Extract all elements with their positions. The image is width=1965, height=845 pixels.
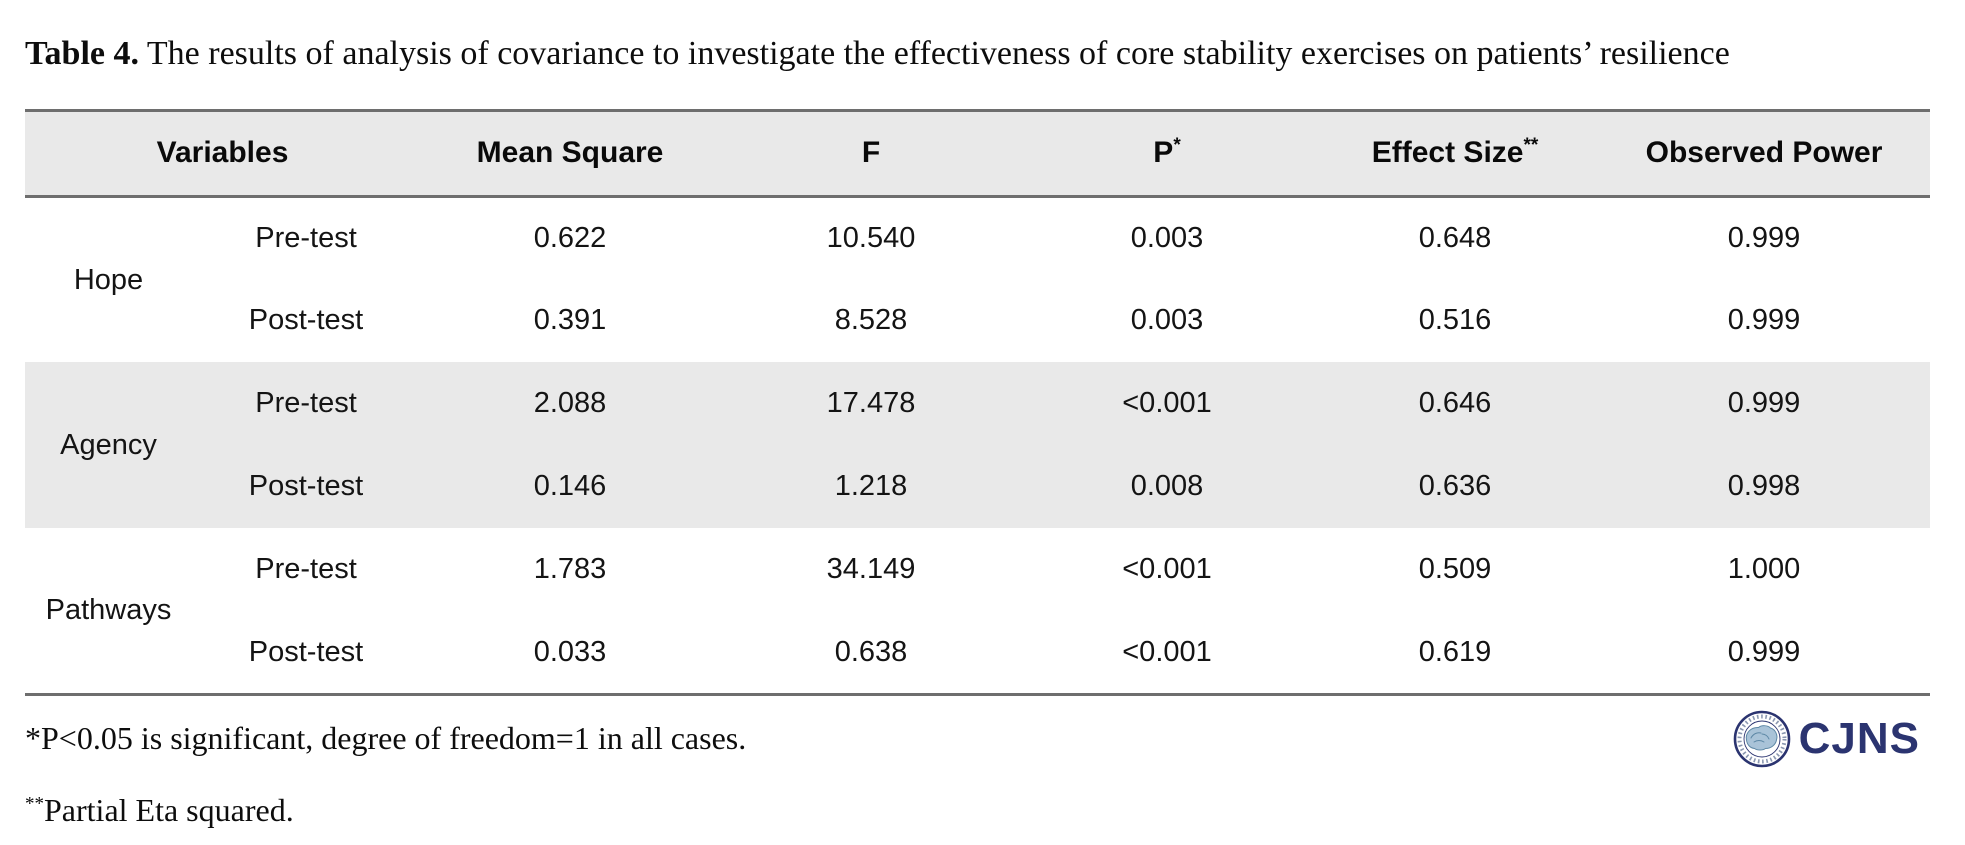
mean-square-cell: 0.622 <box>533 222 607 255</box>
observed-power-cell: 0.999 <box>1727 304 1801 337</box>
observed-power-cell: 0.999 <box>1727 222 1801 255</box>
p-cell: <0.001 <box>1122 387 1212 420</box>
col-header-mean-square: Mean Square <box>476 136 664 170</box>
observed-power-cell: 0.999 <box>1727 387 1801 420</box>
f-cell: 0.638 <box>834 635 908 668</box>
col-header-p: P* <box>1153 135 1181 170</box>
footnote-marker: ** <box>25 793 44 815</box>
observed-power-cell: 0.999 <box>1727 635 1801 668</box>
f-cell: 17.478 <box>826 387 916 420</box>
journal-logo: CJNS <box>1733 710 1920 768</box>
mean-square-cell: 0.391 <box>533 304 607 337</box>
table-caption: Table 4. The results of analysis of cova… <box>25 34 1930 75</box>
footnote-marker: * <box>25 720 41 757</box>
observed-power-cell: 0.998 <box>1727 470 1801 503</box>
test-phase-cell: Pre-test <box>255 387 357 420</box>
col-header-observed-power: Observed Power <box>1645 136 1883 170</box>
col-header-variables: Variables <box>156 136 289 170</box>
group-agency: Agency Pre-test 2.088 17.478 <0.001 0.64… <box>25 362 1931 529</box>
effect-size-cell: 0.509 <box>1418 553 1492 586</box>
p-cell: <0.001 <box>1122 553 1212 586</box>
table-row: Pathways Pre-test 1.783 34.149 <0.001 0.… <box>25 528 1930 626</box>
group-hope: Hope Pre-test 0.622 10.540 0.003 0.648 0… <box>25 196 1930 362</box>
footnote-text: Partial Eta squared. <box>44 791 294 828</box>
col-header-effect-size: Effect Size** <box>1371 135 1539 170</box>
mean-square-cell: 2.088 <box>533 387 607 420</box>
p-cell: <0.001 <box>1122 635 1212 668</box>
observed-power-cell: 1.000 <box>1727 553 1801 586</box>
effect-size-cell: 0.619 <box>1418 635 1492 668</box>
effect-size-footnote-marker: ** <box>1523 135 1539 157</box>
effect-size-cell: 0.516 <box>1418 304 1492 337</box>
table-row: Hope Pre-test 0.622 10.540 0.003 0.648 0… <box>25 196 1930 296</box>
mean-square-cell: 1.783 <box>533 553 607 586</box>
test-phase-cell: Pre-test <box>255 222 357 255</box>
anova-results-table: Variables Mean Square F P* Effect Size**… <box>25 108 1931 696</box>
table-number: Table 4. <box>25 35 140 72</box>
table-footer: *P<0.05 is significant, degree of freedo… <box>25 710 1930 768</box>
table-row: Post-test 0.033 0.638 <0.001 0.619 0.999 <box>25 611 1930 694</box>
footnote-p-significance: *P<0.05 is significant, degree of freedo… <box>25 720 746 757</box>
mean-square-cell: 0.033 <box>533 635 607 668</box>
header-row: Variables Mean Square F P* Effect Size**… <box>25 110 1931 197</box>
table-row: Post-test 0.391 8.528 0.003 0.516 0.999 <box>25 279 1930 362</box>
f-cell: 34.149 <box>826 553 916 586</box>
p-footnote-marker: * <box>1173 135 1181 157</box>
f-cell: 8.528 <box>834 304 908 337</box>
col-header-f: F <box>861 136 881 170</box>
test-phase-cell: Pre-test <box>255 553 357 586</box>
test-phase-cell: Post-test <box>248 635 364 668</box>
table-row: Agency Pre-test 2.088 17.478 <0.001 0.64… <box>25 362 1930 461</box>
cjns-seal-icon <box>1733 710 1790 768</box>
footnote-effect-size: **Partial Eta squared. <box>25 792 1930 829</box>
effect-size-cell: 0.646 <box>1418 387 1492 420</box>
f-cell: 10.540 <box>826 222 916 255</box>
group-pathways: Pathways Pre-test 1.783 34.149 <0.001 0.… <box>25 528 1930 694</box>
variable-name-cell: Agency <box>60 428 157 461</box>
table-header: Variables Mean Square F P* Effect Size**… <box>25 110 1931 197</box>
variable-name-cell: Pathways <box>45 594 172 627</box>
effect-size-cell: 0.648 <box>1418 222 1492 255</box>
variable-name-cell: Hope <box>73 263 144 296</box>
table-row: Post-test 0.146 1.218 0.008 0.636 0.998 <box>25 445 1930 528</box>
effect-size-cell: 0.636 <box>1418 470 1492 503</box>
mean-square-cell: 0.146 <box>533 470 607 503</box>
footnote-text: P<0.05 is significant, degree of freedom… <box>41 720 747 757</box>
test-phase-cell: Post-test <box>248 304 364 337</box>
test-phase-cell: Post-test <box>248 470 364 503</box>
p-cell: 0.008 <box>1130 470 1204 503</box>
journal-logo-text: CJNS <box>1798 713 1920 763</box>
table-caption-text: The results of analysis of covariance to… <box>139 35 1730 72</box>
p-cell: 0.003 <box>1130 304 1204 337</box>
f-cell: 1.218 <box>834 470 908 503</box>
p-cell: 0.003 <box>1130 222 1204 255</box>
